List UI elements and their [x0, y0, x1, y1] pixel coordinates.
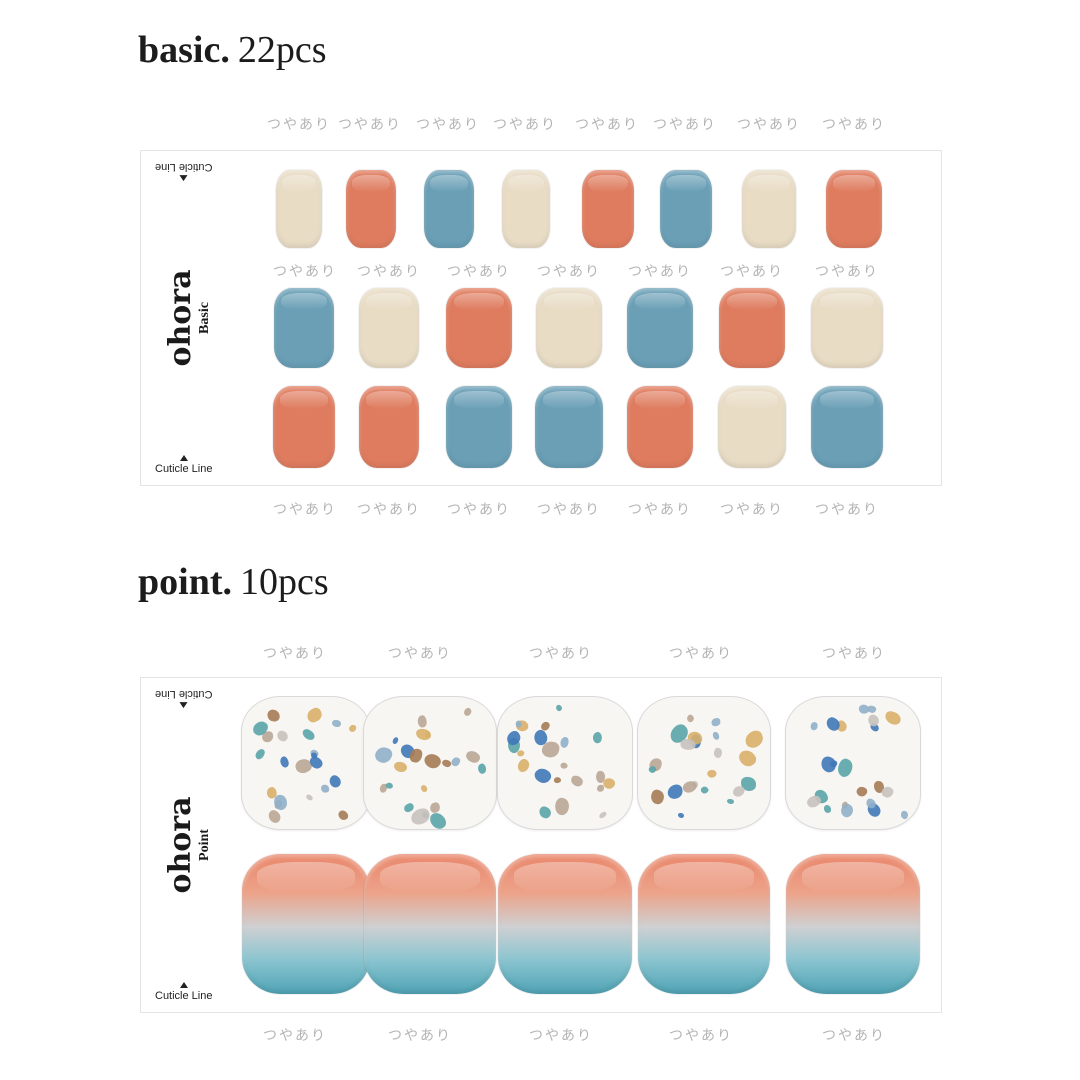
- point-nail-sheet: Cuticle Line ohora Point Cuticle Line: [140, 677, 942, 1013]
- nail-tip-terrazzo: [364, 697, 496, 829]
- sheet-subtitle: Point: [197, 829, 212, 861]
- nail-tip-coral: [446, 288, 512, 368]
- gloss-label: つやあり: [273, 263, 337, 279]
- point-heading: point. 10pcs: [138, 563, 329, 601]
- nail-tip-beige: [276, 170, 322, 248]
- nail-tip-blue: [660, 170, 712, 248]
- cuticle-line-top: Cuticle Line: [155, 688, 213, 709]
- gloss-label: つやあり: [815, 501, 879, 517]
- gloss-label: つやあり: [338, 116, 402, 132]
- gloss-label: つやあり: [575, 116, 639, 132]
- cuticle-line-top: Cuticle Line: [155, 161, 213, 182]
- cuticle-line-label: Cuticle Line: [155, 989, 213, 1002]
- nail-tip-gradient: [786, 854, 920, 994]
- nail-tip-gradient: [364, 854, 496, 994]
- nail-tip-beige: [811, 288, 883, 368]
- nail-tip-gradient: [498, 854, 632, 994]
- gloss-label: つやあり: [529, 645, 593, 661]
- nail-tip-beige: [742, 170, 796, 248]
- nail-tip-coral: [582, 170, 634, 248]
- gloss-label: つやあり: [537, 501, 601, 517]
- brand-logo: ohora: [163, 796, 198, 894]
- gloss-label: つやあり: [822, 645, 886, 661]
- gloss-label: つやあり: [388, 1027, 452, 1043]
- nail-tip-coral: [826, 170, 882, 248]
- nail-tip-blue: [424, 170, 474, 248]
- gloss-label: つやあり: [537, 263, 601, 279]
- nail-tip-terrazzo: [498, 697, 632, 829]
- gloss-label: つやあり: [669, 1027, 733, 1043]
- cuticle-line-label: Cuticle Line: [155, 688, 213, 701]
- gloss-label: つやあり: [357, 501, 421, 517]
- gloss-label: つやあり: [628, 263, 692, 279]
- nail-tip-coral: [359, 386, 419, 468]
- nail-tip-coral: [273, 386, 335, 468]
- nail-tip-beige: [718, 386, 786, 468]
- gloss-label: つやあり: [720, 501, 784, 517]
- gloss-label: つやあり: [267, 116, 331, 132]
- cuticle-arrow-icon: [179, 175, 188, 182]
- gloss-label: つやあり: [737, 116, 801, 132]
- nail-tip-beige: [502, 170, 550, 248]
- cuticle-line-label: Cuticle Line: [155, 161, 213, 174]
- nail-tip-coral: [627, 386, 693, 468]
- sheet-subtitle: Basic: [197, 302, 212, 334]
- nail-tip-coral: [346, 170, 396, 248]
- nail-tip-blue: [811, 386, 883, 468]
- nail-tip-terrazzo: [638, 697, 770, 829]
- point-count: 10pcs: [239, 561, 329, 603]
- nail-tip-beige: [359, 288, 419, 368]
- brand-logo: ohora: [163, 269, 198, 367]
- gloss-label: つやあり: [263, 645, 327, 661]
- cuticle-line-bottom: Cuticle Line: [155, 981, 213, 1002]
- cuticle-arrow-icon: [179, 981, 188, 988]
- gloss-label: つやあり: [493, 116, 557, 132]
- gloss-label: つやあり: [669, 645, 733, 661]
- nail-tip-gradient: [638, 854, 770, 994]
- nail-tip-blue: [627, 288, 693, 368]
- basic-title: basic.: [138, 29, 230, 71]
- cuticle-arrow-icon: [179, 702, 188, 709]
- gloss-label: つやあり: [447, 501, 511, 517]
- gloss-label: つやあり: [357, 263, 421, 279]
- gloss-label: つやあり: [720, 263, 784, 279]
- nail-tip-blue: [535, 386, 603, 468]
- cuticle-arrow-icon: [179, 454, 188, 461]
- gloss-label: つやあり: [628, 501, 692, 517]
- cuticle-line-label: Cuticle Line: [155, 462, 213, 475]
- gloss-label: つやあり: [447, 263, 511, 279]
- nail-tip-gradient: [242, 854, 370, 994]
- nail-tip-blue: [274, 288, 334, 368]
- nail-tip-coral: [719, 288, 785, 368]
- gloss-label: つやあり: [273, 501, 337, 517]
- basic-heading: basic. 22pcs: [138, 31, 327, 69]
- sheet-side-panel: Cuticle Line ohora Point Cuticle Line: [141, 678, 239, 1012]
- point-title: point.: [138, 561, 232, 603]
- nail-tip-beige: [536, 288, 602, 368]
- gloss-label: つやあり: [815, 263, 879, 279]
- nail-tip-terrazzo: [786, 697, 920, 829]
- gloss-label: つやあり: [653, 116, 717, 132]
- nail-tip-blue: [446, 386, 512, 468]
- gloss-label: つやあり: [416, 116, 480, 132]
- gloss-label: つやあり: [529, 1027, 593, 1043]
- gloss-label: つやあり: [263, 1027, 327, 1043]
- gloss-label: つやあり: [388, 645, 452, 661]
- sheet-side-panel: Cuticle Line ohora Basic Cuticle Line: [141, 151, 239, 485]
- nail-tip-terrazzo: [242, 697, 370, 829]
- gloss-label: つやあり: [822, 116, 886, 132]
- basic-count: 22pcs: [237, 29, 327, 71]
- basic-nail-sheet: Cuticle Line ohora Basic Cuticle Line: [140, 150, 942, 486]
- cuticle-line-bottom: Cuticle Line: [155, 454, 213, 475]
- gloss-label: つやあり: [822, 1027, 886, 1043]
